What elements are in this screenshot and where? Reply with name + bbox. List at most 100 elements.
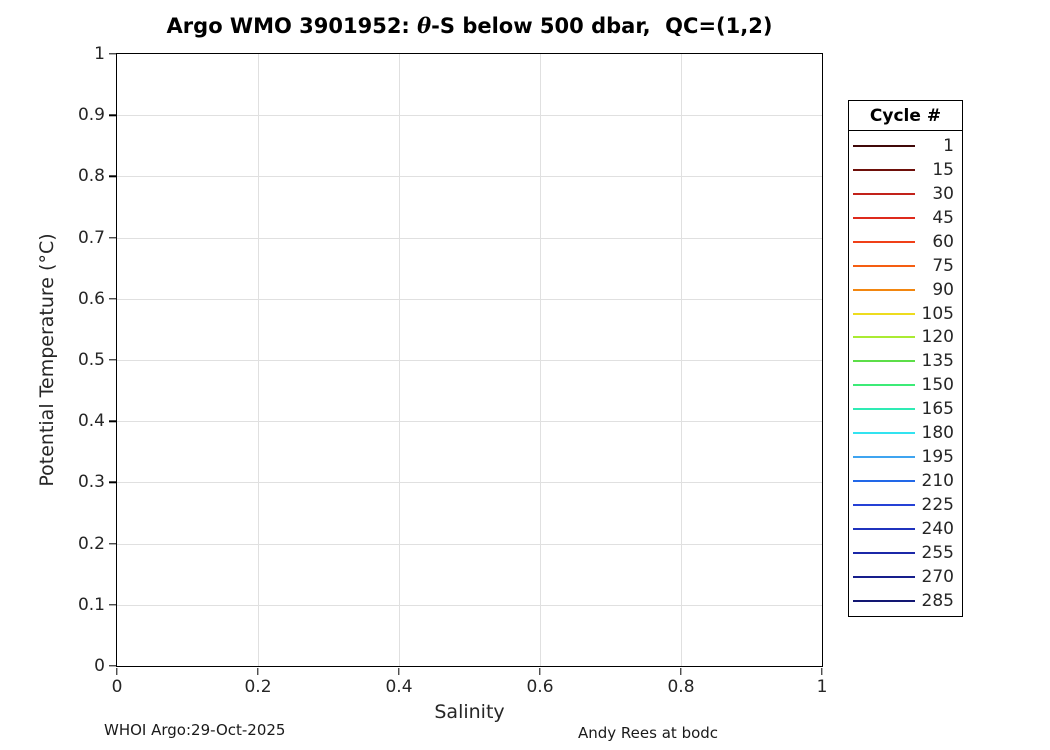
- y-axis-label: Potential Temperature (°C): [36, 233, 58, 487]
- legend-entry: 15: [849, 160, 962, 180]
- x-axis-label: Salinity: [434, 701, 505, 723]
- legend-entry-label: 210: [921, 471, 954, 492]
- gridline-horizontal: [117, 604, 822, 606]
- legend-entry: 285: [849, 591, 962, 611]
- legend-entry: 1: [849, 136, 962, 156]
- chart-title-prefix: Argo WMO 3901952:: [166, 14, 418, 38]
- legend-entry: 165: [849, 399, 962, 419]
- x-tick-label: 0.2: [244, 677, 272, 697]
- y-tick: [108, 481, 116, 484]
- legend-line-swatch: [853, 144, 915, 147]
- y-tick-label: 0.1: [77, 594, 105, 615]
- legend-line-swatch: [853, 192, 915, 195]
- legend-entry: 150: [849, 375, 962, 395]
- y-tick: [108, 175, 116, 178]
- y-tick-label: 0.2: [77, 533, 105, 554]
- legend-entry-label: 180: [921, 423, 954, 444]
- y-tick: [108, 236, 116, 239]
- footer-left: WHOI Argo:29-Oct-2025: [104, 721, 286, 739]
- legend-entry: 90: [849, 280, 962, 300]
- gridline-horizontal: [117, 176, 822, 178]
- legend-entry-label: 60: [932, 231, 954, 252]
- x-tick: [398, 667, 400, 675]
- x-tick-label: 0: [111, 677, 123, 697]
- legend-entry-label: 45: [932, 207, 954, 228]
- gridline-horizontal: [117, 421, 822, 423]
- y-tick-label: 0.3: [77, 472, 105, 493]
- legend-entry: 75: [849, 256, 962, 276]
- legend-line-swatch: [853, 575, 915, 578]
- y-tick: [108, 665, 116, 667]
- legend-entry-label: 105: [921, 303, 954, 324]
- footer-right: Andy Rees at bodc: [578, 724, 719, 742]
- legend-entry-label: 135: [921, 351, 954, 372]
- legend-entry: 270: [849, 567, 962, 587]
- gridline-horizontal: [117, 298, 822, 300]
- theta-symbol: θ: [417, 13, 432, 38]
- x-tick-label: 0.4: [385, 677, 413, 697]
- legend-entry-label: 240: [921, 518, 954, 539]
- legend-line-swatch: [853, 168, 915, 171]
- legend-entry: 225: [849, 495, 962, 515]
- y-tick-label: 0.4: [77, 411, 105, 432]
- y-tick: [108, 359, 116, 361]
- legend-entries: 1 15 30 45 60 75 90 105 120 135 150 165 180 195 210 225…: [849, 131, 962, 616]
- legend-entry: 60: [849, 232, 962, 252]
- legend-entry-label: 120: [921, 327, 954, 348]
- gridline-horizontal: [117, 543, 822, 545]
- legend-entry-label: 285: [921, 590, 954, 611]
- legend-entry-label: 150: [921, 375, 954, 396]
- legend-line-swatch: [853, 384, 915, 387]
- legend-entry-label: 1: [943, 135, 954, 156]
- legend-line-swatch: [853, 312, 915, 315]
- y-tick-label: 0.5: [77, 350, 105, 370]
- y-tick: [108, 53, 116, 55]
- legend-entry: 120: [849, 327, 962, 347]
- legend-line-swatch: [853, 288, 915, 291]
- legend-entry: 135: [849, 351, 962, 371]
- legend-entry-label: 165: [921, 399, 954, 420]
- legend-entry-label: 255: [921, 542, 954, 563]
- legend-entry: 240: [849, 519, 962, 539]
- y-tick-label: 0.6: [77, 288, 105, 309]
- legend-line-swatch: [853, 216, 915, 219]
- legend: Cycle # 1 15 30 45 60 75 90 105 120 135 150 165 180 1…: [848, 100, 963, 617]
- y-tick-label: 0.9: [77, 105, 105, 126]
- legend-entry: 180: [849, 423, 962, 443]
- legend-line-swatch: [853, 599, 915, 602]
- legend-entry-label: 15: [932, 159, 954, 180]
- gridline-horizontal: [117, 360, 822, 361]
- legend-entry: 45: [849, 208, 962, 228]
- x-tick: [539, 667, 541, 675]
- chart-title-suffix: -S below 500 dbar, QC=(1,2): [431, 14, 773, 38]
- gridline-horizontal: [117, 115, 822, 117]
- legend-entry: 30: [849, 184, 962, 204]
- y-tick: [108, 604, 116, 606]
- legend-entry-label: 225: [921, 495, 954, 516]
- y-tick-label: 0.7: [77, 227, 105, 248]
- y-tick-label: 0.8: [77, 166, 105, 187]
- x-tick-label: 1: [816, 677, 828, 697]
- x-tick-label: 0.6: [526, 677, 554, 697]
- legend-line-swatch: [853, 240, 915, 243]
- legend-line-swatch: [853, 408, 915, 411]
- gridline-horizontal: [117, 482, 822, 484]
- y-tick: [108, 542, 116, 545]
- chart-title: Argo WMO 3901952: θ-S below 500 dbar, QC…: [116, 13, 823, 38]
- legend-entry-label: 30: [932, 183, 954, 204]
- y-tick-label: 0: [94, 656, 105, 676]
- y-tick: [108, 298, 116, 300]
- gridline-horizontal: [117, 237, 822, 239]
- legend-entry: 195: [849, 447, 962, 467]
- legend-line-swatch: [853, 456, 915, 459]
- legend-line-swatch: [853, 336, 915, 339]
- legend-line-swatch: [853, 264, 915, 267]
- legend-line-swatch: [853, 551, 915, 554]
- y-tick: [108, 114, 116, 116]
- x-tick: [821, 667, 823, 675]
- legend-entry: 210: [849, 471, 962, 491]
- legend-entry: 105: [849, 304, 962, 324]
- x-tick-label: 0.8: [667, 677, 695, 697]
- legend-line-swatch: [853, 480, 915, 483]
- legend-line-swatch: [853, 432, 915, 435]
